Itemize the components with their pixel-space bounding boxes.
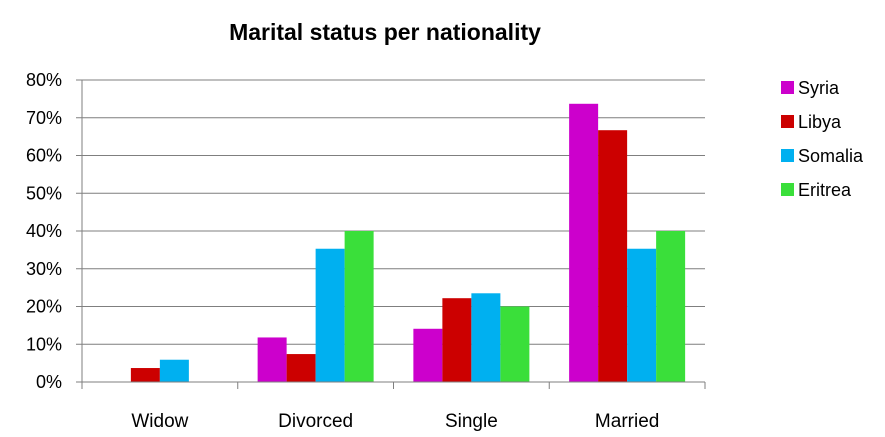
category-label: Divorced	[278, 411, 353, 432]
bar-libya-married	[598, 130, 628, 382]
bar-syria-single	[413, 328, 443, 382]
y-tick-label: 50%	[26, 183, 62, 203]
gridlines	[82, 79, 705, 345]
y-tick-label: 60%	[26, 146, 62, 166]
y-tick-label: 40%	[26, 221, 62, 241]
bar-somalia-divorced	[315, 248, 345, 382]
legend-label-somalia: Somalia	[798, 146, 864, 166]
bar-syria-married	[569, 103, 599, 382]
bar-eritrea-married	[656, 231, 686, 382]
axes	[76, 79, 706, 389]
bar-eritrea-divorced	[344, 231, 374, 382]
category-label: Widow	[131, 411, 188, 432]
bar-eritrea-single	[500, 306, 530, 382]
legend-label-libya: Libya	[798, 112, 842, 132]
bar-libya-single	[442, 298, 472, 382]
bar-libya-widow	[130, 368, 160, 382]
y-tick-label: 80%	[26, 70, 62, 90]
legend-label-eritrea: Eritrea	[798, 180, 852, 200]
bar-somalia-widow	[159, 359, 189, 382]
legend-swatch-somalia	[781, 149, 794, 162]
chart-title: Marital status per nationality	[229, 19, 541, 45]
bar-libya-divorced	[286, 354, 316, 382]
y-tick-label: 10%	[26, 334, 62, 354]
bar-somalia-married	[627, 248, 657, 382]
category-label: Single	[445, 411, 498, 432]
category-label: Married	[595, 411, 659, 432]
y-tick-label: 20%	[26, 297, 62, 317]
y-tick-label: 70%	[26, 108, 62, 128]
y-tick-label: 0%	[36, 372, 62, 392]
bars	[130, 103, 686, 382]
bar-syria-divorced	[257, 337, 287, 382]
legend-label-syria: Syria	[798, 78, 840, 98]
category-labels: Widow Divorced Single Married	[131, 411, 659, 432]
y-tick-labels: 0% 10% 20% 30% 40% 50% 60% 70% 80%	[26, 70, 62, 392]
bar-somalia-single	[471, 293, 501, 382]
legend-swatch-syria	[781, 81, 794, 94]
legend-swatch-eritrea	[781, 183, 794, 196]
y-tick-label: 30%	[26, 259, 62, 279]
legend: Syria Libya Somalia Eritrea	[781, 78, 864, 200]
legend-swatch-libya	[781, 115, 794, 128]
